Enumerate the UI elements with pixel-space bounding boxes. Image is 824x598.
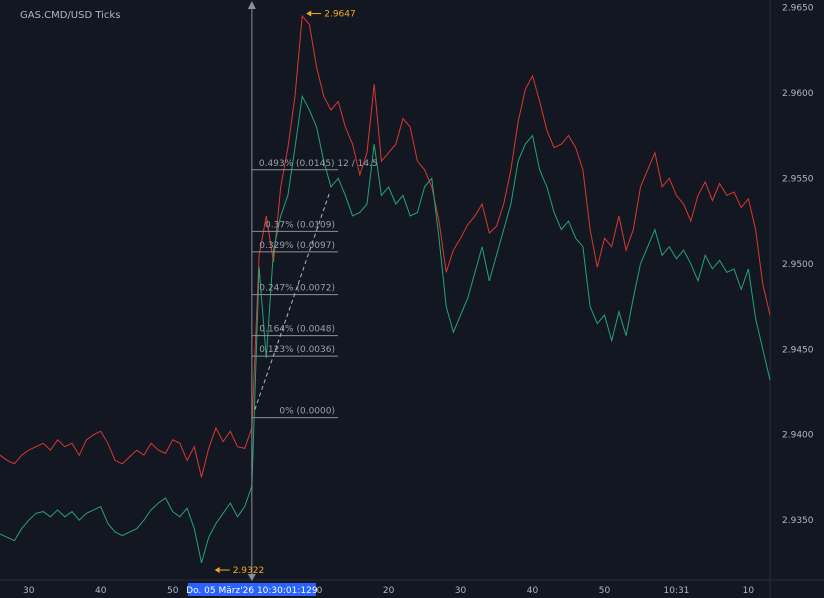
bid-price-line [0, 94, 771, 564]
ask-price-line [0, 14, 771, 478]
fib-level-label: 0.329% (0.0097) [259, 241, 335, 251]
fib-level-label: 0% (0.0000) [279, 407, 335, 417]
low-price-marker-label: 2.9322 [233, 566, 265, 576]
high-marker-arrow-icon [306, 10, 312, 17]
time-axis-tick-label: 30 [455, 586, 467, 596]
price-axis-tick-label: 2.9550 [782, 174, 814, 184]
crosshair-arrow-up-icon [247, 1, 256, 9]
fib-level-label: 0.123% (0.0036) [259, 345, 335, 355]
fib-level-label: 0.493% (0.0145) 12 / 14.5 [259, 159, 378, 169]
fib-level-label: 0.247% (0.0072) [259, 284, 335, 294]
time-axis-tick-label: 10 [311, 586, 323, 596]
time-axis-tick-label: 30 [23, 586, 35, 596]
chart-symbol-title: GAS.CMD/USD Ticks [20, 10, 121, 21]
crosshair-time-label-box [187, 583, 316, 596]
high-price-marker-label: 2.9647 [324, 10, 356, 20]
fib-trend-dashed-line[interactable] [254, 191, 331, 410]
time-axis-tick-label: 40 [527, 586, 539, 596]
price-axis-tick-label: 2.9600 [782, 89, 814, 99]
time-axis-tick-label: 50 [167, 586, 179, 596]
time-axis-tick-label: 10 [743, 586, 755, 596]
price-axis-tick-label: 2.9350 [782, 516, 814, 526]
price-axis-tick-label: 2.9400 [782, 431, 814, 441]
low-marker-arrow-icon [214, 567, 220, 574]
time-axis-tick-label: 50 [599, 586, 611, 596]
fib-level-label: 0.37% (0.0109) [265, 220, 335, 230]
price-axis-tick-label: 2.9650 [782, 3, 814, 13]
time-axis-tick-label: 20 [383, 586, 395, 596]
price-axis-tick-label: 2.9500 [782, 260, 814, 270]
time-axis-tick-label: 40 [95, 586, 107, 596]
crosshair-arrow-down-icon [247, 574, 256, 581]
price-axis-tick-label: 2.9450 [782, 345, 814, 355]
crosshair-time-label: Do. 05 März'26 10:30:01:129 [186, 586, 318, 596]
fib-level-label: 0.164% (0.0048) [259, 325, 335, 335]
time-axis-tick-label: 10:31 [663, 586, 689, 596]
